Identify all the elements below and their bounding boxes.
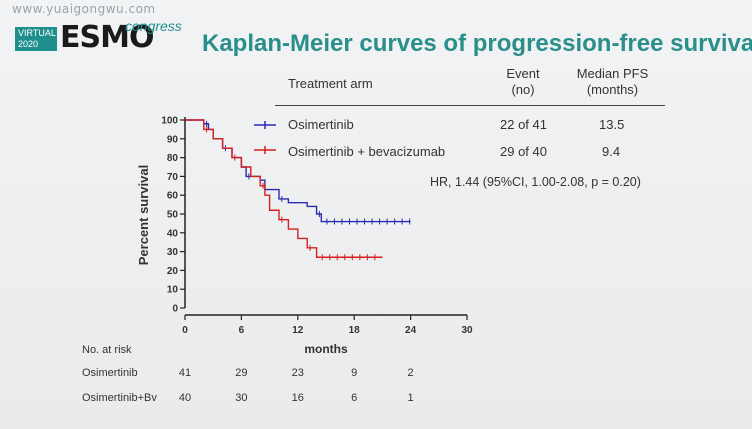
header-event: Event (no): [493, 66, 553, 98]
risk-value: 29: [235, 367, 248, 379]
header-event-sub: (no): [511, 82, 535, 97]
row-combo-median: 9.4: [602, 144, 621, 159]
header-median-pfs: Median PFS (months): [570, 66, 655, 98]
risk-table-label: No. at risk: [82, 344, 132, 356]
risk-value: 16: [291, 392, 304, 404]
row-osimertinib-median: 13.5: [599, 117, 625, 132]
x-tick-label: 18: [349, 325, 361, 336]
y-tick-label: 10: [167, 285, 179, 296]
x-tick-label: 30: [461, 325, 473, 336]
header-event-label: Event: [506, 66, 540, 81]
logo-virtual: VIRTUAL: [18, 28, 56, 38]
row-osimertinib-arm: Osimertinib: [288, 117, 354, 132]
series-osimertinib: [185, 119, 411, 225]
risk-value: 40: [178, 392, 192, 404]
header-median-sub: (months): [586, 82, 639, 97]
slide-title: Kaplan-Meier curves of progression-free …: [202, 30, 752, 57]
logo-virtual-badge: VIRTUAL 2020: [15, 27, 57, 51]
y-tick-label: 20: [167, 266, 179, 277]
risk-value: 9: [351, 367, 358, 379]
y-tick-label: 70: [167, 172, 179, 183]
y-tick-label: 0: [172, 304, 178, 315]
table-rule: [275, 105, 665, 106]
y-tick-label: 90: [167, 134, 179, 145]
row-osimertinib-event: 22 of 41: [500, 117, 547, 132]
series-osimertinib-bevacizumab: [185, 119, 383, 261]
legend-osimertinib-marker: [254, 121, 276, 129]
hazard-ratio: HR, 1.44 (95%CI, 1.00-2.08, p = 0.20): [430, 175, 641, 189]
risk-value: 30: [235, 392, 248, 404]
legend-combo-marker: [254, 146, 276, 154]
header-median-label: Median PFS: [576, 66, 649, 81]
y-tick-label: 60: [167, 191, 179, 202]
risk-value: 23: [291, 367, 304, 379]
risk-value: 2: [407, 367, 414, 379]
legend-markers: [254, 121, 276, 154]
chart-axes: 0 10 20 30 40 50 60 70 80 90 100 0 6 12 18 24 30: [161, 116, 473, 337]
y-tick-label: 50: [167, 210, 179, 221]
y-tick-label: 100: [161, 116, 178, 127]
x-tick-label: 6: [239, 325, 245, 336]
row-combo-event: 29 of 40: [500, 144, 547, 159]
risk-value: 41: [178, 367, 192, 379]
y-axis-label: Percent survival: [136, 165, 151, 265]
logo-year: 2020: [18, 39, 39, 49]
risk-value: 1: [407, 392, 414, 404]
header-treatment-arm: Treatment arm: [288, 76, 373, 91]
watermark: www.yuaigongwu.com: [12, 2, 156, 16]
y-tick-label: 40: [167, 228, 179, 239]
x-tick-label: 0: [182, 325, 188, 336]
logo-congress: congress: [125, 18, 182, 34]
chart-series: [185, 119, 411, 261]
risk-value: 6: [351, 392, 358, 404]
row-combo-arm: Osimertinib + bevacizumab: [288, 144, 446, 159]
risk-row-osimertinib-name: Osimertinib: [82, 367, 138, 379]
series-line: [185, 119, 383, 258]
x-tick-label: 12: [292, 325, 304, 336]
risk-row-combo-name: Osimertinib+Bv: [82, 392, 157, 404]
logo-brand: ESMO: [60, 20, 154, 55]
y-tick-label: 30: [167, 247, 179, 258]
series-line: [185, 119, 411, 223]
y-tick-label: 80: [167, 153, 179, 164]
x-axis-label: months: [304, 342, 348, 356]
x-tick-label: 24: [405, 325, 417, 336]
